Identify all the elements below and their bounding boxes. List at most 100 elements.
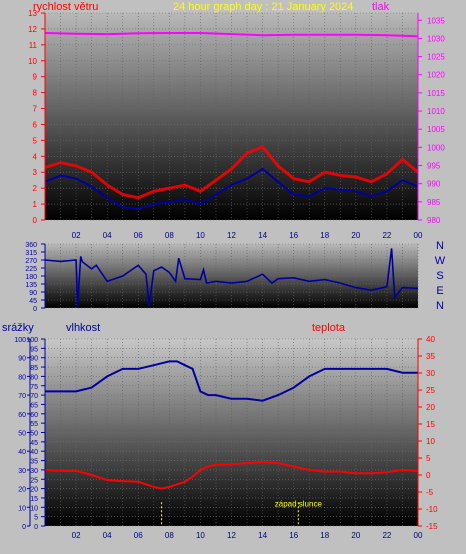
direction-tick-label: 225 [25, 266, 37, 273]
humidity-temperature-axes: 0510152025303540455055606570758085909510… [14, 335, 438, 540]
wind-direction-line [44, 248, 419, 308]
precipitation-tick-label: 40 [18, 449, 26, 456]
wind-x-tick-label: 22 [382, 231, 391, 240]
wind-tick-label: 6 [33, 120, 38, 129]
wind-tick-label: 13 [28, 9, 37, 18]
humidity-label: vlhkost [66, 322, 100, 334]
temperature-tick-label: 15 [426, 420, 435, 429]
direction-tick-label: 45 [29, 298, 37, 305]
sunset-label: západ slunce [275, 499, 323, 508]
wind-tick-label: 0 [33, 216, 38, 225]
humidity-x-tick-label: 08 [165, 531, 174, 540]
wind-direction-series [44, 248, 419, 308]
direction-tick-label: 0 [33, 306, 37, 313]
wind-speed-label: rychlost větru [33, 1, 98, 13]
humidity-tick-label: 80 [30, 374, 38, 381]
humidity-x-tick-label: 18 [320, 531, 329, 540]
pressure-tick-label: 1025 [427, 53, 445, 62]
humidity-tick-label: 65 [30, 402, 38, 409]
precipitation-tick-label: 60 [18, 412, 26, 419]
wind-tick-label: 2 [33, 184, 38, 193]
humidity-x-tick-label: 16 [289, 531, 298, 540]
direction-tick-label: 90 [29, 290, 37, 297]
pressure-tick-label: 1020 [427, 71, 445, 80]
humidity-x-tick-label: 04 [103, 531, 112, 540]
precipitation-tick-label: 80 [18, 374, 26, 381]
precipitation-tick-label: 30 [18, 468, 26, 475]
pressure-label: tlak [372, 1, 390, 13]
humidity-temperature-series: západ slunce [44, 360, 419, 526]
humidity-x-tick-label: 00 [414, 531, 423, 540]
humidity-temperature-chart: západ slunce 051015202530354045505560657… [14, 335, 438, 540]
wind-tick-label: 7 [33, 105, 38, 114]
pressure-line [44, 32, 419, 38]
humidity-tick-label: 35 [30, 459, 38, 466]
pressure-tick-label: 1035 [427, 16, 445, 25]
humidity-tick-label: 40 [30, 449, 38, 456]
temperature-tick-label: 10 [426, 437, 435, 446]
compass-label: N [436, 240, 444, 252]
chart-title: 24 hour graph day : 21 January 2024 [173, 1, 353, 13]
humidity-tick-label: 70 [30, 393, 38, 400]
temperature-tick-label: -15 [426, 522, 438, 531]
compass-label: W [435, 255, 446, 267]
humidity-tick-label: 95 [30, 346, 38, 353]
humidity-tick-label: 60 [30, 412, 38, 419]
humidity-tick-label: 100 [26, 337, 38, 344]
wind-pressure-series [44, 32, 419, 210]
compass-label: E [436, 285, 443, 297]
temperature-tick-label: 20 [426, 403, 435, 412]
wind-speed-line [44, 167, 419, 210]
pressure-tick-label: 1030 [427, 34, 445, 43]
humidity-tick-label: 15 [30, 496, 38, 503]
wind-pressure-plot-area [45, 13, 418, 220]
humidity-tick-label: 0 [34, 524, 38, 531]
wind-x-tick-label: 10 [196, 231, 205, 240]
temperature-tick-label: 25 [426, 386, 435, 395]
precipitation-tick-label: 20 [18, 487, 26, 494]
pressure-tick-label: 1000 [427, 143, 445, 152]
humidity-x-tick-label: 06 [134, 531, 143, 540]
pressure-tick-label: 995 [427, 162, 441, 171]
direction-tick-label: 360 [25, 242, 37, 249]
precipitation-tick-label: 100 [14, 337, 26, 344]
direction-tick-label: 180 [25, 274, 37, 281]
humidity-tick-label: 30 [30, 468, 38, 475]
wind-tick-label: 10 [28, 57, 37, 66]
humidity-x-tick-label: 22 [382, 531, 391, 540]
humidity-tick-label: 5 [34, 515, 38, 522]
temperature-label: teplota [312, 322, 346, 334]
humidity-tick-label: 45 [30, 440, 38, 447]
humidity-line [45, 360, 418, 402]
precipitation-tick-label: 70 [18, 393, 26, 400]
wind-tick-label: 4 [33, 152, 38, 161]
compass-label: N [436, 300, 444, 312]
wind-x-tick-label: 00 [414, 231, 423, 240]
wind-tick-label: 11 [29, 41, 38, 50]
humidity-x-tick-label: 12 [227, 531, 236, 540]
wind-tick-label: 3 [33, 168, 38, 177]
temperature-tick-label: 40 [426, 335, 435, 344]
humidity-tick-label: 75 [30, 384, 38, 391]
wind-pressure-grid [44, 12, 419, 221]
humidity-tick-label: 20 [30, 487, 38, 494]
pressure-tick-label: 1015 [427, 89, 445, 98]
wind-x-tick-label: 12 [227, 231, 236, 240]
wind-pressure-chart: 0123456789101112139809859909951000100510… [28, 9, 445, 240]
wind-tick-label: 9 [33, 73, 38, 82]
precipitation-tick-label: 50 [18, 431, 26, 438]
temperature-tick-label: 30 [426, 369, 435, 378]
wind-x-tick-label: 02 [72, 231, 81, 240]
pressure-tick-label: 980 [427, 216, 441, 225]
pressure-tick-label: 1010 [427, 107, 445, 116]
wind-direction-grid [44, 243, 419, 309]
wind-x-tick-label: 20 [351, 231, 360, 240]
wind-x-tick-label: 18 [320, 231, 329, 240]
wind-gust-line [44, 144, 419, 200]
direction-tick-label: 315 [25, 250, 37, 257]
precipitation-tick-label: 10 [18, 505, 26, 512]
wind-x-tick-label: 04 [103, 231, 112, 240]
humidity-tick-label: 10 [30, 505, 38, 512]
